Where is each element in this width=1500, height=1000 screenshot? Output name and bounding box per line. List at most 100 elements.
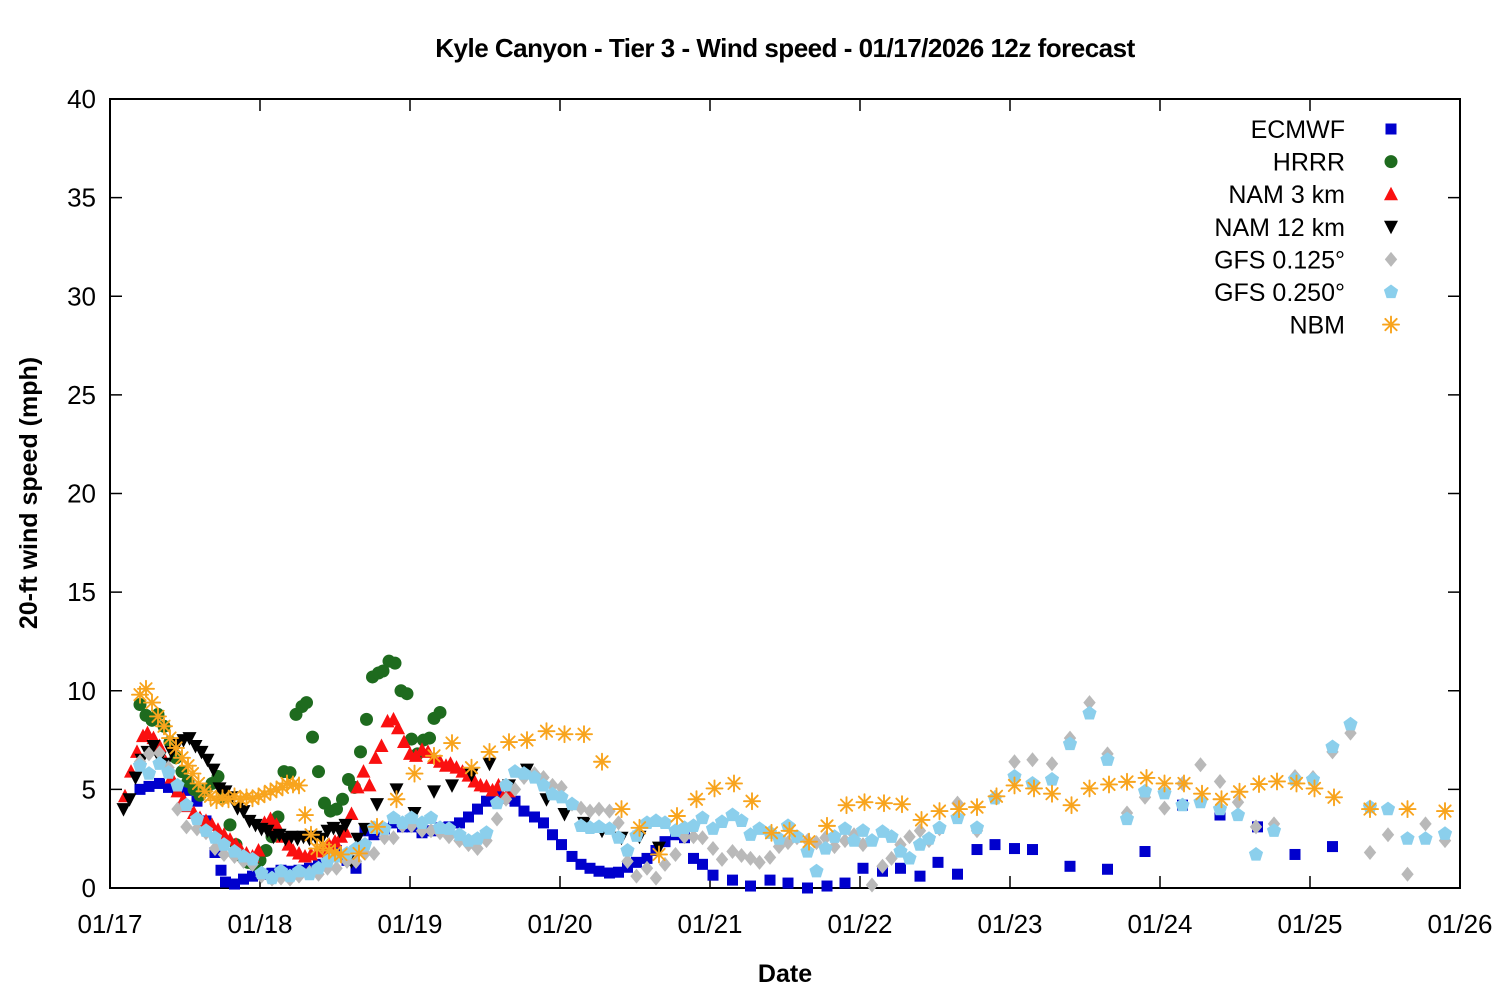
data-point [1118, 772, 1136, 791]
chart-title: Kyle Canyon - Tier 3 - Wind speed - 01/1… [435, 33, 1135, 63]
data-point [1008, 754, 1021, 770]
data-point [171, 801, 184, 817]
legend-label: HRRR [1273, 149, 1345, 177]
data-point [283, 766, 297, 780]
data-point [1248, 846, 1264, 861]
data-point [930, 802, 949, 821]
data-point [763, 849, 777, 865]
data-point [433, 705, 447, 719]
data-point [143, 693, 161, 712]
x-tick-label: 01/22 [827, 909, 892, 939]
data-point [971, 844, 983, 856]
data-point [443, 734, 461, 752]
x-axis-label: Date [757, 960, 813, 988]
data-point [1305, 779, 1324, 798]
data-point [547, 829, 558, 841]
data-point [950, 800, 968, 819]
data-point [300, 696, 313, 710]
data-point [207, 830, 223, 844]
data-point [1026, 752, 1039, 768]
data-point [821, 880, 833, 892]
data-point [715, 851, 729, 867]
y-tick-label: 15 [67, 577, 96, 607]
data-point [620, 843, 635, 857]
data-point [875, 794, 893, 813]
data-point [245, 851, 260, 866]
data-point [895, 862, 906, 874]
data-point [332, 845, 350, 864]
data-point [215, 864, 227, 876]
data-point [391, 720, 405, 735]
x-tick-label: 01/19 [377, 909, 442, 939]
data-point [141, 766, 157, 780]
data-point [604, 867, 615, 879]
data-point [1158, 800, 1171, 816]
data-point [498, 777, 514, 792]
data-point [350, 844, 368, 863]
data-point [290, 776, 308, 795]
data-point [336, 792, 349, 806]
data-point [482, 757, 497, 772]
data-point [441, 821, 457, 835]
data-point [800, 832, 818, 851]
data-point [1137, 783, 1153, 798]
data-point [1287, 774, 1306, 793]
data-point [472, 803, 483, 815]
data-point [707, 869, 719, 881]
data-point [753, 854, 766, 870]
legend-item-hrrr: HRRR [1273, 149, 1398, 177]
data-point [564, 796, 580, 811]
x-tick-label: 01/18 [227, 909, 292, 939]
data-point [989, 839, 1001, 851]
data-point [368, 750, 383, 764]
data-point [1384, 186, 1398, 201]
data-point [368, 817, 386, 836]
data-point [518, 731, 536, 750]
data-point [183, 764, 202, 783]
data-point [480, 742, 499, 761]
x-tick-label: 01/26 [1427, 909, 1492, 939]
data-point [827, 829, 842, 843]
data-point [1400, 831, 1415, 845]
data-point [727, 874, 738, 886]
data-point [463, 811, 474, 823]
data-point [330, 860, 343, 876]
data-point [200, 753, 215, 768]
data-point [249, 787, 268, 806]
data-point [243, 789, 262, 808]
data-point [593, 752, 611, 771]
data-point [143, 780, 155, 792]
data-point [1005, 776, 1024, 795]
legend-label: NAM 3 km [1228, 181, 1345, 209]
data-point [462, 758, 481, 777]
legend-label: ECMWF [1251, 116, 1345, 144]
data-point [640, 860, 654, 876]
data-point [705, 779, 724, 798]
data-point [952, 868, 963, 880]
data-point [557, 808, 572, 822]
data-point [489, 795, 505, 810]
data-point [208, 841, 222, 857]
data-point [397, 734, 411, 749]
data-point [914, 870, 926, 882]
data-point [809, 863, 824, 878]
y-tick-label: 25 [67, 380, 96, 410]
data-point [1385, 123, 1397, 135]
data-point [161, 765, 176, 779]
data-point [191, 795, 203, 807]
data-point [1025, 779, 1043, 798]
legend-label: NAM 12 km [1214, 214, 1345, 242]
data-point [167, 739, 185, 757]
data-point [592, 801, 606, 817]
data-point [536, 777, 551, 792]
data-point [194, 745, 209, 760]
y-tick-label: 10 [67, 676, 96, 706]
data-point [613, 866, 624, 878]
data-point [912, 810, 931, 829]
data-point [695, 810, 710, 825]
legend-item-nam-3-km: NAM 3 km [1228, 181, 1398, 209]
data-point [405, 764, 424, 783]
x-tick-label: 01/24 [1127, 909, 1192, 939]
legend-label: GFS 0.125° [1214, 246, 1345, 274]
data-point [688, 852, 699, 864]
